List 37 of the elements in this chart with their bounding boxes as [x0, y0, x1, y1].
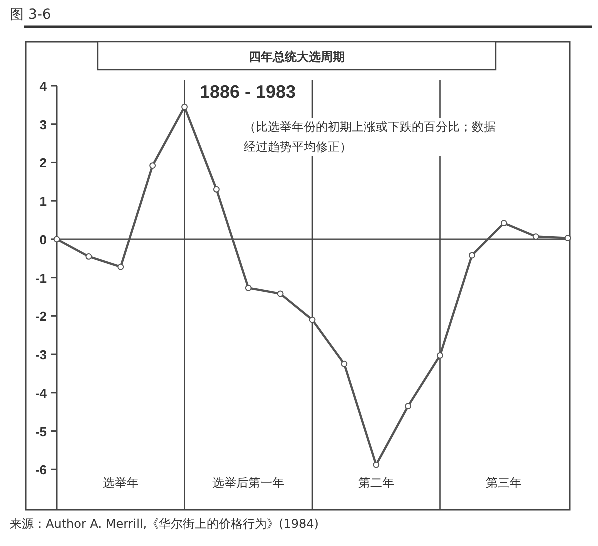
y-tick-label: 4 [40, 79, 48, 94]
caption: 图 3-6 [10, 7, 52, 23]
point [213, 186, 220, 193]
x-tick-label: 选举后第一年 [212, 476, 285, 490]
y-tick-label: -6 [35, 462, 47, 478]
point [532, 234, 540, 240]
point [245, 284, 252, 292]
point [437, 352, 444, 359]
y-tick-label: 2 [40, 156, 47, 171]
chart-subtitle: 1886 - 1983 [200, 82, 296, 102]
point [564, 235, 572, 242]
chart-title: 四年总统大选周期 [249, 50, 345, 64]
x-tick-label: 第三年 [486, 476, 522, 490]
point [182, 104, 188, 110]
point [373, 462, 380, 468]
annotation: （比选举年份的初期上涨或下跌的百分比；数据经过趋势平均修正） [244, 120, 496, 154]
y-tick-label: -5 [35, 424, 47, 440]
x-tick-label: 第二年 [358, 476, 394, 490]
point [86, 254, 92, 260]
point [118, 264, 124, 270]
point [500, 220, 508, 227]
y-tick-label: -1 [35, 270, 47, 286]
point [468, 252, 476, 259]
point [54, 236, 60, 243]
source-note: 来源：Author A. Merrill,《华尔街上的价格行为》(1984) [10, 517, 319, 531]
y-tick-label: 3 [40, 117, 47, 132]
y-tick-label: -2 [35, 309, 47, 324]
y-tick-label: 0 [40, 232, 47, 248]
y-tick-label: 1 [40, 194, 47, 210]
y-tick-label: -3 [35, 348, 47, 363]
point [341, 360, 348, 368]
x-tick-label: 选举年 [102, 476, 139, 490]
point [309, 316, 316, 324]
point [405, 403, 412, 410]
point [277, 290, 284, 298]
y-tick-label: -4 [35, 386, 48, 401]
point [150, 162, 156, 169]
